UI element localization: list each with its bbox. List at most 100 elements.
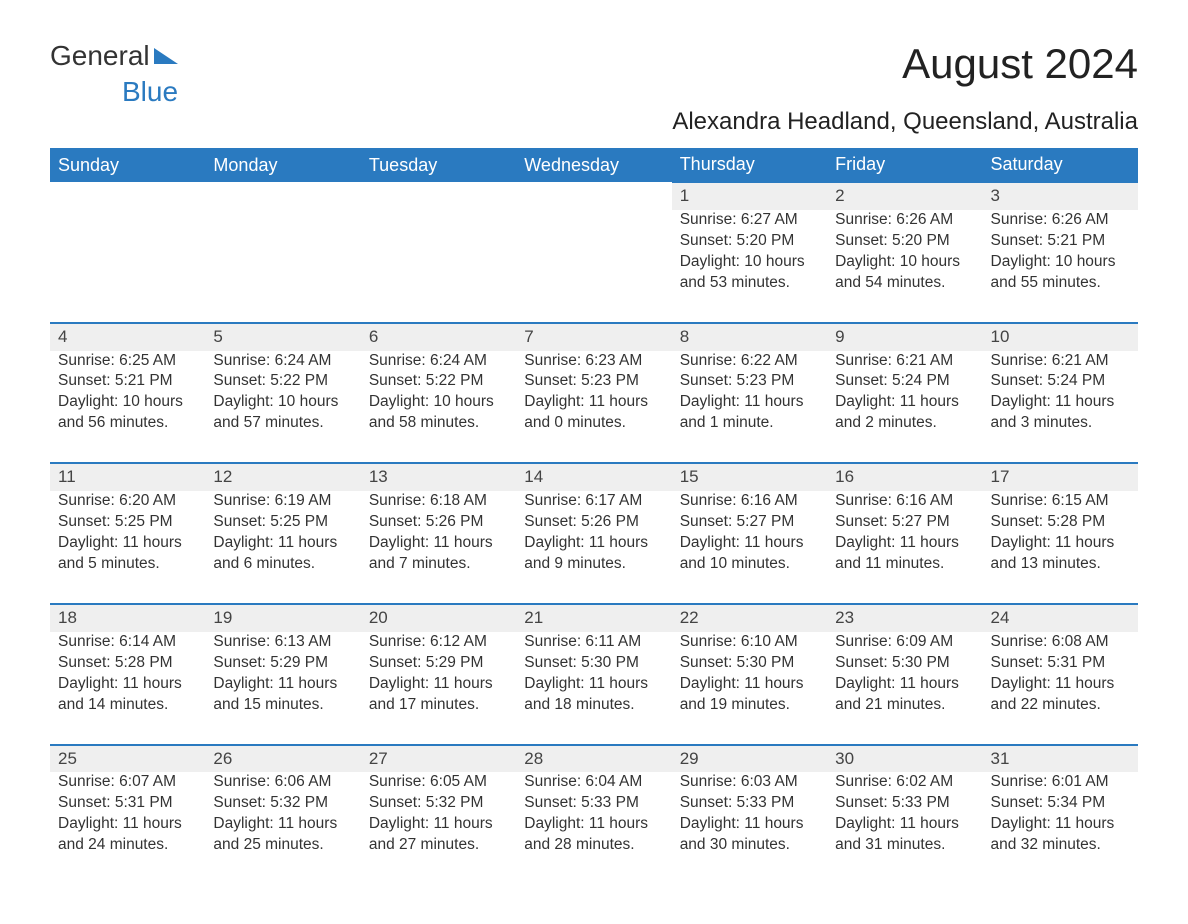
day-sunset: Sunset: 5:31 PM: [991, 653, 1130, 674]
day-daylight2: and 17 minutes.: [369, 695, 508, 716]
day-number: 24: [983, 604, 1138, 632]
day-daylight1: Daylight: 11 hours: [991, 533, 1130, 554]
day-daylight1: Daylight: 11 hours: [58, 533, 197, 554]
day-daylight2: and 5 minutes.: [58, 554, 197, 575]
day-sunset: Sunset: 5:33 PM: [680, 793, 819, 814]
day-sunrise: Sunrise: 6:06 AM: [213, 772, 352, 793]
day-daylight2: and 2 minutes.: [835, 413, 974, 434]
day-details: Sunrise: 6:13 AMSunset: 5:29 PMDaylight:…: [205, 632, 360, 745]
day-daylight1: Daylight: 10 hours: [991, 252, 1130, 273]
day-sunset: Sunset: 5:34 PM: [991, 793, 1130, 814]
week-detail-row: Sunrise: 6:07 AMSunset: 5:31 PMDaylight:…: [50, 772, 1138, 884]
day-number: 21: [516, 604, 671, 632]
empty-cell: [50, 210, 205, 323]
day-details: Sunrise: 6:21 AMSunset: 5:24 PMDaylight:…: [827, 351, 982, 464]
day-number: 19: [205, 604, 360, 632]
location-label: Alexandra Headland, Queensland, Australi…: [50, 108, 1138, 136]
day-number: 3: [983, 182, 1138, 210]
day-number: 17: [983, 463, 1138, 491]
week-detail-row: Sunrise: 6:20 AMSunset: 5:25 PMDaylight:…: [50, 491, 1138, 604]
day-sunset: Sunset: 5:30 PM: [835, 653, 974, 674]
day-sunrise: Sunrise: 6:12 AM: [369, 632, 508, 653]
day-daylight1: Daylight: 10 hours: [58, 392, 197, 413]
day-daylight2: and 7 minutes.: [369, 554, 508, 575]
day-sunrise: Sunrise: 6:10 AM: [680, 632, 819, 653]
week-daynum-row: 123: [50, 182, 1138, 210]
day-sunset: Sunset: 5:27 PM: [680, 512, 819, 533]
day-daylight2: and 19 minutes.: [680, 695, 819, 716]
day-sunrise: Sunrise: 6:25 AM: [58, 351, 197, 372]
empty-cell: [205, 182, 360, 210]
page-title: August 2024: [902, 40, 1138, 88]
day-details: Sunrise: 6:26 AMSunset: 5:20 PMDaylight:…: [827, 210, 982, 323]
day-sunrise: Sunrise: 6:27 AM: [680, 210, 819, 231]
col-wednesday: Wednesday: [516, 148, 671, 182]
day-number: 10: [983, 323, 1138, 351]
empty-cell: [50, 182, 205, 210]
day-sunset: Sunset: 5:25 PM: [213, 512, 352, 533]
day-sunrise: Sunrise: 6:19 AM: [213, 491, 352, 512]
col-saturday: Saturday: [983, 148, 1138, 182]
day-sunrise: Sunrise: 6:04 AM: [524, 772, 663, 793]
day-sunrise: Sunrise: 6:08 AM: [991, 632, 1130, 653]
day-daylight1: Daylight: 11 hours: [369, 533, 508, 554]
day-number: 11: [50, 463, 205, 491]
day-daylight2: and 30 minutes.: [680, 835, 819, 856]
col-friday: Friday: [827, 148, 982, 182]
day-number: 30: [827, 745, 982, 773]
day-number: 27: [361, 745, 516, 773]
day-daylight2: and 57 minutes.: [213, 413, 352, 434]
day-sunrise: Sunrise: 6:05 AM: [369, 772, 508, 793]
day-daylight2: and 11 minutes.: [835, 554, 974, 575]
col-tuesday: Tuesday: [361, 148, 516, 182]
empty-cell: [516, 210, 671, 323]
logo-flag-icon: [154, 46, 182, 66]
day-sunset: Sunset: 5:33 PM: [524, 793, 663, 814]
day-number: 31: [983, 745, 1138, 773]
day-details: Sunrise: 6:18 AMSunset: 5:26 PMDaylight:…: [361, 491, 516, 604]
week-detail-row: Sunrise: 6:27 AM Sunset: 5:20 PM Daylight:…: [50, 210, 1138, 323]
day-sunrise: Sunrise: 6:23 AM: [524, 351, 663, 372]
day-sunset: Sunset: 5:31 PM: [58, 793, 197, 814]
week-detail-row: Sunrise: 6:25 AMSunset: 5:21 PMDaylight:…: [50, 351, 1138, 464]
day-number: 8: [672, 323, 827, 351]
day-number: 29: [672, 745, 827, 773]
day-number: 28: [516, 745, 671, 773]
calendar-header-row: Sunday Monday Tuesday Wednesday Thursday…: [50, 148, 1138, 182]
day-number: 9: [827, 323, 982, 351]
calendar-table: Sunday Monday Tuesday Wednesday Thursday…: [50, 148, 1138, 884]
day-number: 20: [361, 604, 516, 632]
day-sunset: Sunset: 5:20 PM: [835, 231, 974, 252]
day-details: Sunrise: 6:09 AMSunset: 5:30 PMDaylight:…: [827, 632, 982, 745]
day-daylight2: and 14 minutes.: [58, 695, 197, 716]
day-daylight1: Daylight: 11 hours: [524, 674, 663, 695]
day-number: 18: [50, 604, 205, 632]
day-daylight2: and 1 minute.: [680, 413, 819, 434]
week-detail-row: Sunrise: 6:14 AMSunset: 5:28 PMDaylight:…: [50, 632, 1138, 745]
day-daylight2: and 0 minutes.: [524, 413, 663, 434]
day-daylight2: and 31 minutes.: [835, 835, 974, 856]
day-number: 13: [361, 463, 516, 491]
day-details: Sunrise: 6:21 AMSunset: 5:24 PMDaylight:…: [983, 351, 1138, 464]
empty-cell: [205, 210, 360, 323]
day-sunset: Sunset: 5:21 PM: [991, 231, 1130, 252]
day-daylight2: and 18 minutes.: [524, 695, 663, 716]
day-daylight1: Daylight: 10 hours: [213, 392, 352, 413]
logo-text-blue: Blue: [122, 76, 178, 108]
day-daylight1: Daylight: 11 hours: [680, 674, 819, 695]
day-sunrise: Sunrise: 6:16 AM: [835, 491, 974, 512]
day-daylight1: Daylight: 11 hours: [680, 392, 819, 413]
day-details: Sunrise: 6:06 AMSunset: 5:32 PMDaylight:…: [205, 772, 360, 884]
day-sunset: Sunset: 5:27 PM: [835, 512, 974, 533]
day-details: Sunrise: 6:16 AMSunset: 5:27 PMDaylight:…: [672, 491, 827, 604]
day-sunrise: Sunrise: 6:24 AM: [369, 351, 508, 372]
week-daynum-row: 25262728293031: [50, 745, 1138, 773]
day-details: Sunrise: 6:24 AMSunset: 5:22 PMDaylight:…: [361, 351, 516, 464]
day-sunset: Sunset: 5:23 PM: [524, 371, 663, 392]
day-daylight2: and 25 minutes.: [213, 835, 352, 856]
day-sunrise: Sunrise: 6:07 AM: [58, 772, 197, 793]
day-number: 12: [205, 463, 360, 491]
day-number: 4: [50, 323, 205, 351]
day-details: Sunrise: 6:17 AMSunset: 5:26 PMDaylight:…: [516, 491, 671, 604]
day-sunrise: Sunrise: 6:24 AM: [213, 351, 352, 372]
